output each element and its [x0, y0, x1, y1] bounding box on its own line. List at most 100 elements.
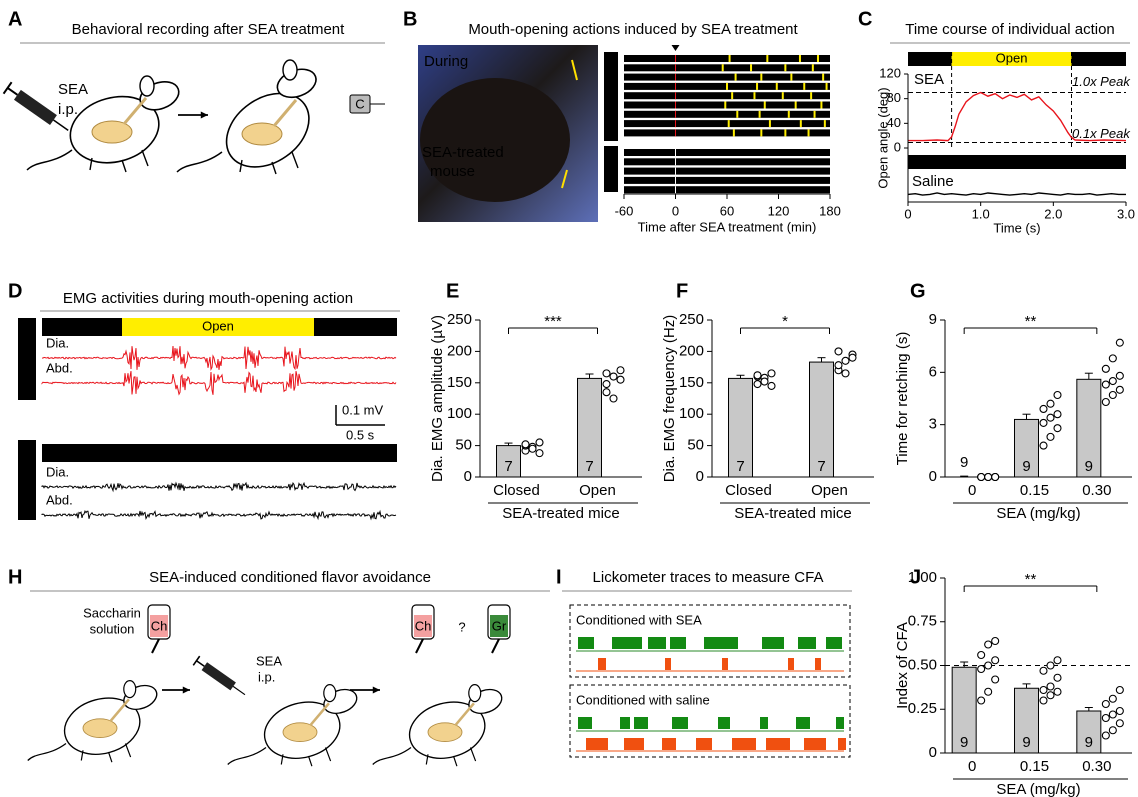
- state-label: Closed: [1079, 50, 1119, 65]
- data-point: [1053, 410, 1062, 419]
- x-tick-label: 0.30: [1082, 758, 1111, 775]
- panel-title: Mouth-opening actions induced by SEA tre…: [468, 21, 798, 38]
- data-point: [616, 366, 625, 375]
- solution-label: solution: [90, 621, 135, 636]
- mouse-tail: [227, 746, 267, 765]
- data-point: [1046, 432, 1055, 441]
- data-point: [1101, 699, 1110, 709]
- data-point: [984, 472, 993, 482]
- state-label: Closed: [335, 318, 375, 333]
- series-label: Saline: [912, 173, 954, 190]
- lick-block: [578, 637, 594, 649]
- data-point: [609, 394, 618, 403]
- mouse-stomach: [427, 722, 463, 742]
- group-label: SEA: [602, 83, 617, 109]
- data-point: [1053, 687, 1062, 696]
- data-point: [602, 380, 611, 389]
- state-label: Closed: [62, 318, 102, 333]
- raster-row: [624, 64, 830, 72]
- data-point: [1115, 719, 1124, 728]
- x-tick-label: 180: [819, 203, 841, 218]
- y-tick-label: 150: [447, 374, 472, 391]
- lick-block: [672, 717, 688, 729]
- mouse-tail: [372, 746, 412, 765]
- mouse-stomach: [282, 722, 318, 742]
- state-bar: [314, 318, 397, 336]
- group-box: [18, 318, 36, 400]
- x-tick-label: Open: [811, 482, 848, 499]
- photo-label: During: [424, 53, 468, 70]
- group-label: Saline: [602, 151, 617, 187]
- data-point: [1046, 682, 1055, 691]
- raster-row: [624, 186, 830, 194]
- x-tick-label: 0: [968, 758, 976, 775]
- bar: [577, 377, 602, 478]
- mouse-legs: [425, 747, 477, 767]
- lick-block: [722, 658, 728, 670]
- data-point: [1108, 726, 1117, 735]
- data-point: [521, 440, 530, 449]
- data-point: [1039, 418, 1048, 427]
- y-tick-label: 3: [929, 416, 937, 433]
- photo-arrow: [561, 169, 568, 189]
- mouse-esophagus: [272, 99, 298, 127]
- panel-letter: F: [676, 280, 688, 302]
- bottle-label: Ch: [415, 618, 432, 633]
- raster-row: [624, 110, 830, 118]
- x-tick-label: -60: [615, 203, 634, 218]
- mouse-drawing: [372, 684, 503, 767]
- y-tick-label: 250: [679, 311, 704, 328]
- x-tick-label: 1.0: [972, 206, 990, 221]
- lick-block: [578, 717, 592, 729]
- group-label: Saline: [18, 462, 33, 498]
- reference-label: 0.1x Peak: [1072, 126, 1131, 141]
- bar: [1076, 378, 1102, 478]
- trace-label: Abd.: [46, 360, 73, 375]
- y-tick-label: 50: [687, 437, 704, 454]
- x-axis-label: Time after SEA treatment (min): [638, 219, 817, 234]
- data-point: [1039, 441, 1048, 450]
- y-axis-label: Open angle (deg): [875, 87, 890, 188]
- panel-title: Time course of individual action: [905, 21, 1115, 38]
- panel-title: EMG activities during mouth-opening acti…: [63, 290, 353, 307]
- group-box: [604, 52, 618, 141]
- data-point: [977, 696, 986, 705]
- data-point: [609, 372, 618, 381]
- raster-row: [624, 129, 830, 137]
- syringe: [192, 655, 246, 696]
- raster-row: [624, 101, 830, 109]
- data-point: [753, 371, 762, 380]
- significance-label: ***: [544, 313, 562, 330]
- arrow-head: [372, 686, 380, 694]
- trace-line: [908, 91, 1127, 142]
- emg-trace: [41, 345, 397, 371]
- raster-row: [624, 149, 830, 156]
- data-point: [1039, 696, 1048, 705]
- raster-row: [624, 92, 830, 100]
- mouse-drawing: [176, 59, 317, 175]
- trace-line: [907, 192, 1126, 196]
- state-bar: [42, 444, 397, 462]
- data-point: [1053, 673, 1062, 682]
- n-label: 7: [504, 458, 512, 475]
- arrow-head: [200, 111, 208, 119]
- raster-row: [624, 158, 830, 166]
- bottle-liquid: [490, 615, 508, 637]
- x-axis-label: Time (s): [993, 220, 1040, 235]
- data-point: [1101, 364, 1110, 373]
- state-label: Closed: [997, 153, 1037, 168]
- n-label: 9: [960, 734, 968, 751]
- bar: [1014, 687, 1039, 754]
- lick-block: [612, 637, 642, 649]
- data-point: [602, 388, 611, 397]
- data-point: [848, 353, 857, 362]
- n-label: 7: [817, 458, 825, 475]
- photo-caption: SEA-treated: [422, 144, 504, 161]
- x-tick-label: Closed: [725, 482, 772, 499]
- camera-label: C: [355, 96, 364, 111]
- y-tick-label: 200: [679, 342, 704, 359]
- bar: [1076, 710, 1102, 754]
- state-label: Closed: [199, 444, 239, 459]
- data-point: [1039, 404, 1048, 414]
